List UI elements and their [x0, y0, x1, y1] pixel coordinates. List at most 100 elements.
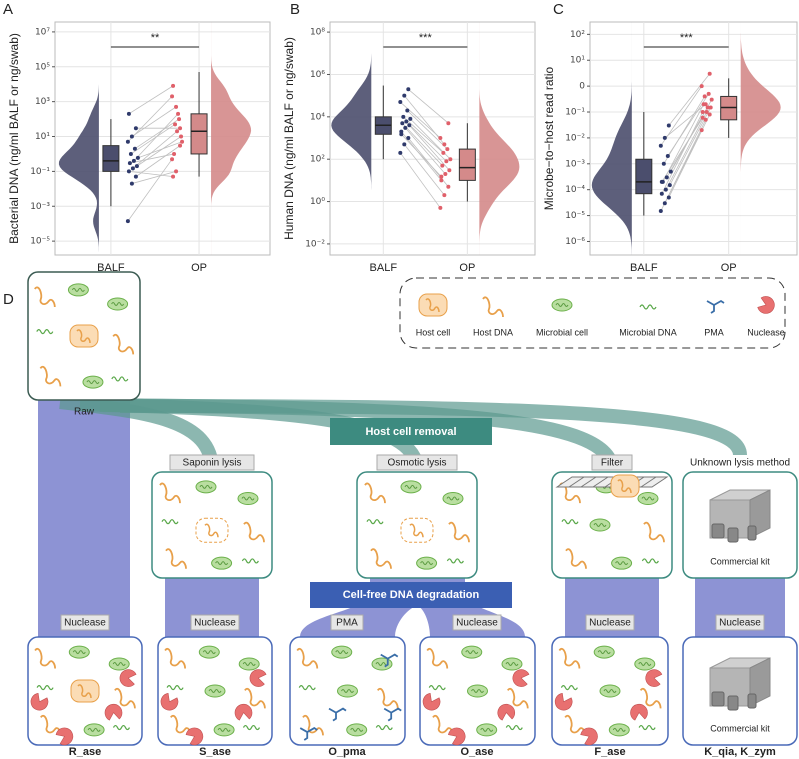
microbial-dna — [480, 727, 494, 732]
y-tick-label: 10⁻² — [565, 133, 585, 143]
microbial-dna — [465, 650, 479, 655]
microbial-dna — [86, 380, 100, 385]
chart: A 10⁻⁵ 10⁻³ 10⁻¹ 10¹ 10³ 10⁵ 10⁷ BALF OP Bacterial… — [3, 1, 271, 274]
point — [404, 119, 409, 124]
icon — [296, 648, 319, 669]
microbial-dna — [36, 329, 54, 335]
microbial-dna — [111, 302, 125, 306]
icon — [476, 723, 498, 737]
y-tick-label: 10⁻¹ — [30, 167, 50, 177]
icon — [213, 723, 235, 737]
icon — [185, 727, 204, 746]
point — [661, 161, 666, 166]
pair-line — [136, 136, 182, 167]
icon — [241, 558, 259, 564]
y-axis-label: Bacterial DNA (ng/ml BALF or ng/swab) — [7, 33, 21, 244]
point — [667, 183, 672, 188]
icon — [383, 707, 402, 722]
point — [668, 169, 673, 174]
icon — [237, 492, 259, 505]
point — [438, 136, 443, 141]
icon — [119, 669, 137, 687]
pair-line — [127, 158, 173, 222]
host-dna — [639, 687, 662, 709]
host-dna — [643, 521, 665, 543]
host-cell — [70, 679, 100, 703]
host-dna — [564, 714, 587, 736]
icon — [69, 324, 99, 348]
icon — [36, 685, 54, 691]
y-tick-label: 10² — [570, 30, 585, 40]
point — [174, 169, 179, 174]
microbial-dna — [199, 484, 213, 489]
point — [402, 142, 407, 147]
pair-line — [402, 122, 443, 166]
nuclease — [55, 727, 74, 746]
icon — [634, 657, 656, 671]
point — [180, 139, 185, 144]
point — [131, 158, 136, 163]
icon — [83, 723, 105, 737]
microbial-dna — [111, 376, 129, 382]
pair-line — [403, 95, 445, 145]
point — [176, 111, 181, 116]
lysed-cell — [195, 517, 229, 543]
microbial-dna — [166, 685, 184, 691]
icon — [554, 692, 573, 711]
treatment-label: Nuclease — [719, 618, 761, 629]
label-box — [169, 454, 255, 471]
microbial-dna — [87, 727, 101, 732]
point — [133, 126, 138, 131]
point — [704, 110, 709, 115]
pair-line — [401, 134, 442, 177]
icon — [82, 375, 104, 389]
nuclease — [580, 727, 598, 746]
host-cell — [69, 324, 99, 348]
y-tick-label: 10⁸ — [310, 28, 325, 38]
icon — [337, 684, 358, 698]
label-box — [715, 614, 765, 631]
point — [665, 154, 670, 159]
label-box — [452, 614, 502, 631]
point — [178, 126, 183, 131]
y-axis-label: Microbe−to−host read ratio — [542, 66, 556, 210]
microbial-dna — [202, 650, 216, 655]
microbial-dna — [112, 724, 131, 731]
microbial-dna — [471, 689, 484, 693]
icon — [432, 714, 454, 736]
y-tick-label: 10⁻⁵ — [565, 211, 585, 221]
host-dna — [558, 648, 581, 669]
microbial-dna — [639, 304, 657, 310]
pma — [383, 707, 402, 722]
icon — [448, 727, 466, 746]
microbial-dna — [335, 650, 349, 655]
point — [658, 143, 663, 148]
point — [659, 179, 664, 184]
panel-label: D — [3, 291, 14, 308]
microbial-dna — [161, 519, 179, 525]
pair-line — [131, 170, 177, 184]
point — [446, 184, 451, 189]
kit-tube — [727, 527, 739, 543]
point — [134, 164, 139, 169]
icon — [507, 687, 529, 709]
point — [408, 116, 413, 121]
icon — [366, 519, 384, 525]
icon — [68, 645, 90, 659]
microbial-dna — [341, 689, 354, 693]
microbial-dna — [428, 685, 446, 691]
diagram: D Raw Host cell removal Host cell Host D… — [3, 271, 798, 758]
icon — [564, 714, 587, 736]
y-tick-label: 10⁶ — [310, 70, 325, 80]
icon — [706, 299, 725, 314]
density — [591, 22, 632, 255]
label-box — [376, 454, 458, 471]
point — [445, 147, 450, 152]
icon — [501, 657, 523, 671]
microbial-dna — [638, 724, 656, 731]
point — [170, 157, 175, 162]
point — [666, 195, 671, 200]
pair-line — [661, 111, 704, 194]
icon — [400, 517, 434, 543]
point — [171, 83, 176, 88]
